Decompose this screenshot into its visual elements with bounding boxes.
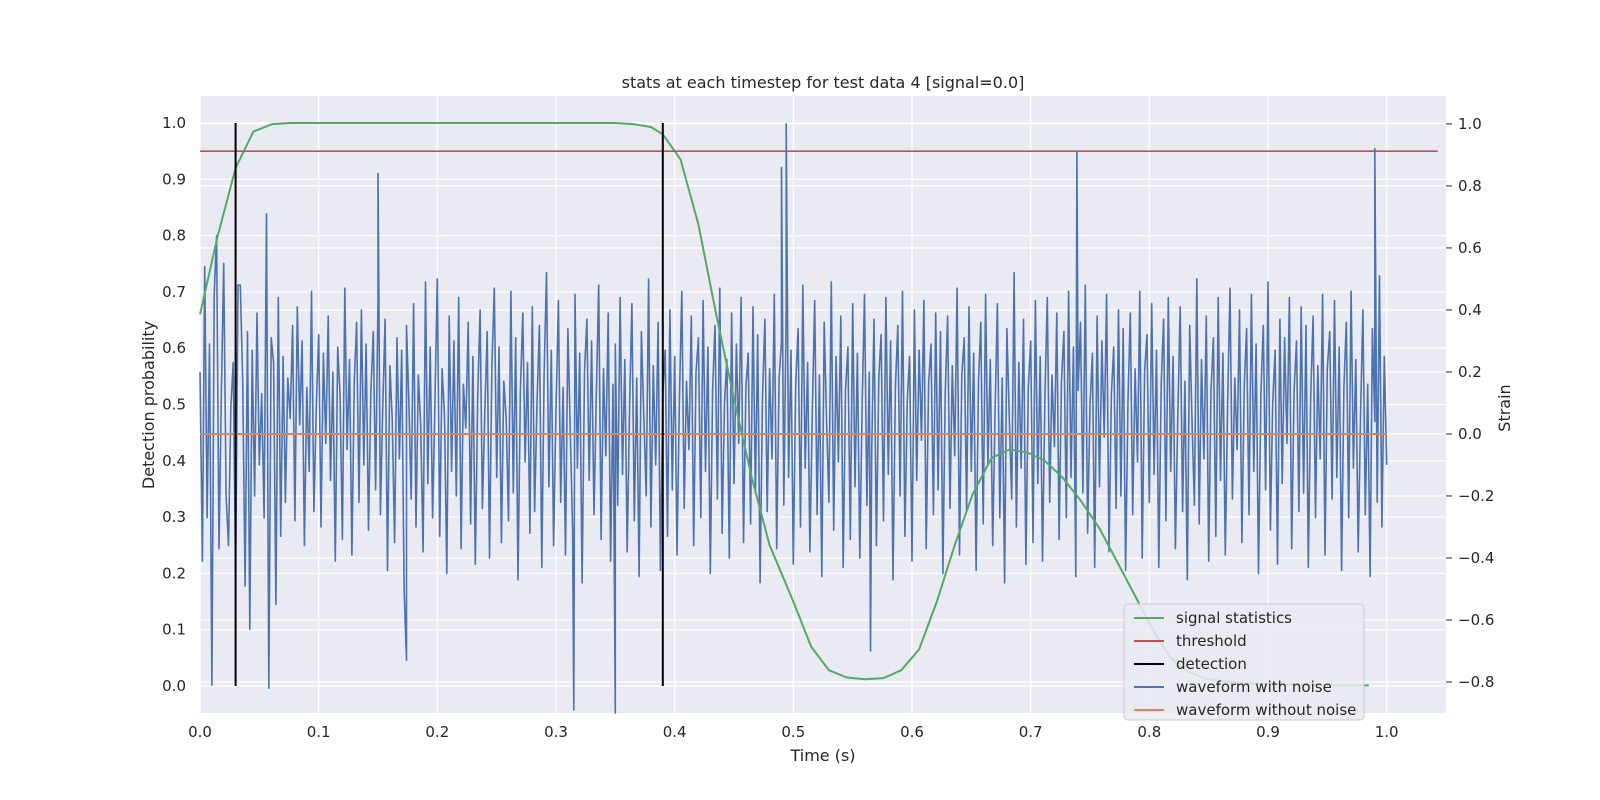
legend-label: detection	[1176, 655, 1247, 673]
y-right-tick-label: 1.0	[1458, 115, 1482, 133]
y-right-tick-label: 0.6	[1458, 239, 1482, 257]
y-right-tick-label: 0.2	[1458, 363, 1482, 381]
y-axis-title: Detection probability	[139, 321, 158, 489]
x-tick-label: 0.5	[781, 723, 805, 741]
y-tick-label: 0.4	[162, 452, 186, 470]
x-tick-label: 1.0	[1375, 723, 1399, 741]
x-tick-label: 0.2	[425, 723, 449, 741]
y-tick-label: 0.3	[162, 508, 186, 526]
axes-layer: 0.0 0.1 0.2 0.3 0.4 0.5 0.6 0.7 0.8 0.9 1.0 0.0 0.1 0…	[162, 114, 1494, 741]
y-tick-label: 0.5	[162, 396, 186, 414]
legend-label: signal statistics	[1176, 609, 1292, 627]
legend-label: threshold	[1176, 632, 1247, 650]
y-right-tick-label: −0.4	[1458, 549, 1494, 567]
legend-label: waveform with noise	[1176, 678, 1332, 696]
x-tick-label: 0.1	[307, 723, 331, 741]
series-waveform-with-noise	[199, 123, 1388, 714]
y-tick-label: 1.0	[162, 114, 186, 132]
x-tick-label: 0.6	[900, 723, 924, 741]
y-right-tick-label: −0.2	[1458, 487, 1494, 505]
x-tick-label: 0.4	[663, 723, 687, 741]
y-tick-label: 0.6	[162, 339, 186, 357]
chart-title: stats at each timestep for test data 4 […	[622, 73, 1025, 92]
y-tick-label: 0.0	[162, 677, 186, 695]
y-right-axis-title: Strain	[1495, 384, 1514, 431]
legend: signal statistics threshold detection wavef…	[1123, 603, 1365, 721]
y-tick-label: 0.8	[162, 227, 186, 245]
legend-box	[1123, 603, 1365, 721]
x-axis-title: Time (s)	[789, 746, 855, 765]
x-tick-label: 0.9	[1256, 723, 1280, 741]
y-right-tick-label: 0.0	[1458, 425, 1482, 443]
y-right-tick-label: 0.8	[1458, 177, 1482, 195]
x-tick-label: 0.0	[188, 723, 212, 741]
x-tick-label: 0.7	[1019, 723, 1043, 741]
y-right-tick-label: −0.6	[1458, 611, 1494, 629]
y-tick-label: 0.9	[162, 170, 186, 188]
y-tick-label: 0.1	[162, 621, 186, 639]
y-tick-label: 0.2	[162, 564, 186, 582]
x-tick-label: 0.3	[544, 723, 568, 741]
y-tick-label: 0.7	[162, 283, 186, 301]
x-tick-label: 0.8	[1137, 723, 1161, 741]
y-right-tick-label: 0.4	[1458, 301, 1482, 319]
legend-label: waveform without noise	[1176, 701, 1356, 719]
y-right-tick-label: −0.8	[1458, 673, 1494, 691]
